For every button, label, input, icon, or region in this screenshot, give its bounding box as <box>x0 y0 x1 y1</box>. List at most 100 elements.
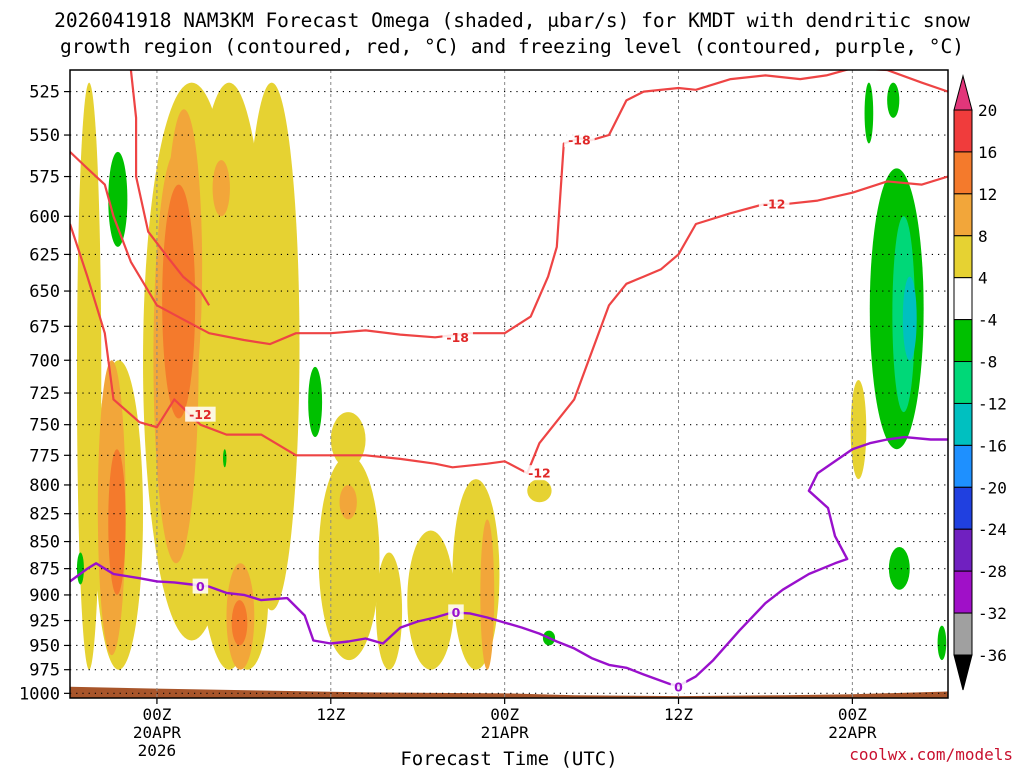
colorbar-label: 20 <box>978 101 997 120</box>
terrain-fill <box>70 686 948 698</box>
colorbar-swatch <box>953 109 973 153</box>
omega-region <box>162 184 196 419</box>
omega-region <box>76 552 84 585</box>
contour-label-bg <box>564 132 595 148</box>
x-tick-label: 20APR <box>133 723 182 742</box>
contour-label: -18 <box>568 133 591 148</box>
colorbar-label: -4 <box>978 311 997 330</box>
omega-region <box>308 366 323 438</box>
x-tick-label: 12Z <box>316 705 345 724</box>
contour-label: -12 <box>763 196 786 211</box>
y-tick-label: 850 <box>29 533 60 553</box>
omega-region <box>937 625 947 661</box>
colorbar-swatch <box>953 277 973 321</box>
colorbar-swatch <box>953 319 973 363</box>
colorbar-swatch <box>953 402 973 446</box>
y-tick-label: 550 <box>29 126 60 146</box>
colorbar-swatch <box>953 361 973 404</box>
y-tick-label: 1000 <box>19 684 60 704</box>
contour-label-bg <box>442 329 473 345</box>
colorbar-swatch <box>953 193 973 237</box>
y-tick-label: 575 <box>29 168 60 188</box>
grid-lines <box>70 70 948 698</box>
omega-region <box>888 547 910 590</box>
y-tick-label: 900 <box>29 586 60 606</box>
colorbar-label: 16 <box>978 143 997 162</box>
chart-title-line1: 2026041918 NAM3KM Forecast Omega (shaded… <box>54 9 970 32</box>
omega-region <box>108 151 128 247</box>
contour-label-bg <box>670 678 687 694</box>
y-tick-label: 775 <box>29 446 60 466</box>
colorbar-swatch <box>953 444 973 488</box>
contour-label: 0 <box>674 679 683 694</box>
colorbar-label: 12 <box>978 185 997 204</box>
x-tick-label: 00Z <box>838 705 867 724</box>
colorbar-swatch <box>953 612 973 656</box>
y-tick-label: 825 <box>29 505 60 525</box>
omega-region <box>902 276 917 361</box>
colorbar-swatch <box>953 528 973 572</box>
omega-region <box>318 455 380 661</box>
omega-region <box>243 82 300 611</box>
y-tick-label: 975 <box>29 661 60 681</box>
colorbar-label: 4 <box>978 269 988 288</box>
contour-label: -12 <box>528 466 551 481</box>
freezing-level-line <box>70 435 948 687</box>
y-tick-label: 525 <box>29 83 60 103</box>
x-tick-label: 21APR <box>481 723 530 742</box>
contour-label: -12 <box>189 407 212 422</box>
colorbar: 20 16 12 8 4 -4 -8 -12 -16 -20 -24 -28 -32 -36 <box>953 74 1007 691</box>
x-tick-label: 22APR <box>828 723 877 742</box>
contour-label-bg <box>192 578 209 594</box>
y-tick-label: 700 <box>29 351 60 371</box>
x-tick-label: 2026 <box>138 741 177 760</box>
contour-label: 0 <box>196 579 205 594</box>
y-tick-label: 650 <box>29 282 60 302</box>
x-tick-label: 12Z <box>664 705 693 724</box>
contour-label: 0 <box>452 605 461 620</box>
y-tick-label: 675 <box>29 317 60 337</box>
omega-region <box>407 530 455 670</box>
contour-label-bg <box>758 195 790 211</box>
omega-region <box>887 82 900 118</box>
y-tick-label: 725 <box>29 384 60 404</box>
y-tick-label: 875 <box>29 560 60 580</box>
omega-region <box>850 380 867 480</box>
colorbar-top-arrow <box>953 74 973 111</box>
chart-title-line2: growth region (contoured, red, °C) and f… <box>60 35 964 58</box>
omega-region <box>527 479 552 503</box>
y-tick-label: 600 <box>29 207 60 227</box>
omega-region <box>339 484 357 520</box>
omega-region <box>480 519 495 670</box>
colorbar-swatch <box>953 151 973 195</box>
colorbar-label: -28 <box>978 562 1007 581</box>
y-axis: 525 550 575 600 625 650 675 700 725 750 775 800 825 8… <box>19 83 70 704</box>
contour-lines: -12 -18 -12 -12 -18 0 0 0 <box>70 70 948 694</box>
y-tick-label: 625 <box>29 245 60 265</box>
colorbar-label: -16 <box>978 436 1007 455</box>
colorbar-label: 8 <box>978 227 988 246</box>
contour-label-bg <box>524 465 555 481</box>
colorbar-swatch <box>953 570 973 614</box>
x-tick-label: 00Z <box>490 705 519 724</box>
omega-region <box>864 82 874 144</box>
y-tick-label: 800 <box>29 476 60 496</box>
plot-frame <box>69 69 949 699</box>
colorbar-label: -20 <box>978 478 1007 497</box>
omega-region <box>222 449 227 468</box>
colorbar-swatch <box>953 235 973 279</box>
dgz-isotherm-line <box>129 70 211 306</box>
y-tick-label: 950 <box>29 636 60 656</box>
omega-region <box>330 412 366 468</box>
contour-label: -18 <box>446 330 469 345</box>
omega-region <box>375 552 403 670</box>
y-tick-label: 925 <box>29 612 60 632</box>
omega-region <box>108 449 126 595</box>
x-axis-label: Forecast Time (UTC) <box>400 748 617 768</box>
contour-label-bg <box>448 604 464 620</box>
omega-region <box>212 160 230 217</box>
contour-label-bg <box>185 406 216 422</box>
colorbar-label: -12 <box>978 394 1007 413</box>
